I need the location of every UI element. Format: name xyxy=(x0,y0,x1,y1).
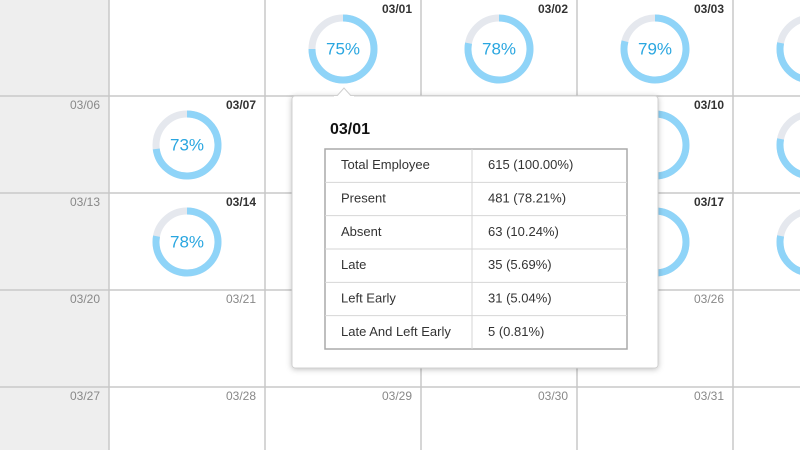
metric-name: Absent xyxy=(341,224,382,239)
donut-arc xyxy=(152,110,222,180)
date-label: 03/30 xyxy=(538,389,568,403)
donut-label: 75% xyxy=(326,39,360,58)
date-label: 03/27 xyxy=(70,389,100,403)
date-label: 03/31 xyxy=(694,389,724,403)
date-label: 03/03 xyxy=(694,2,724,16)
pointer-mask xyxy=(334,96,354,99)
metric-value: 35 (5.69%) xyxy=(488,257,552,272)
date-label: 03/20 xyxy=(70,292,100,306)
date-label: 03/17 xyxy=(694,195,724,209)
metric-value: 31 (5.04%) xyxy=(488,290,552,305)
tooltip-pointer xyxy=(334,87,354,98)
donut-label: 78% xyxy=(482,39,516,58)
metric-name: Late xyxy=(341,257,366,272)
metric-name: Present xyxy=(341,190,386,205)
tooltip-title: 03/01 xyxy=(330,121,370,138)
date-label: 03/14 xyxy=(226,195,256,209)
metric-name: Total Employee xyxy=(341,157,430,172)
metric-value: 481 (78.21%) xyxy=(488,190,566,205)
donut-arc xyxy=(776,207,800,277)
donut-arc xyxy=(620,14,690,84)
donut-arc xyxy=(464,14,534,84)
date-label: 03/21 xyxy=(226,292,256,306)
date-label: 03/10 xyxy=(694,98,724,112)
metric-value: 63 (10.24%) xyxy=(488,224,559,239)
date-label: 03/29 xyxy=(382,389,412,403)
date-label: 03/07 xyxy=(226,98,256,112)
metric-value: 5 (0.81%) xyxy=(488,324,544,339)
metric-name: Late And Left Early xyxy=(341,324,451,339)
date-label: 03/01 xyxy=(382,2,412,16)
donut-label: 73% xyxy=(170,135,204,154)
donut-label: 79% xyxy=(638,39,672,58)
donut-arc xyxy=(308,14,378,84)
metric-name: Left Early xyxy=(341,290,396,305)
donut-arc xyxy=(776,14,800,84)
donut-label: 78% xyxy=(170,232,204,251)
tooltip: 03/01 Total Employee 615 (100.00%) Present… xyxy=(291,87,659,369)
date-label: 03/28 xyxy=(226,389,256,403)
date-label: 03/02 xyxy=(538,2,568,16)
date-label: 03/06 xyxy=(70,98,100,112)
donut-arc xyxy=(776,110,800,180)
week-column xyxy=(0,0,109,450)
date-label: 03/13 xyxy=(70,195,100,209)
date-label: 03/26 xyxy=(694,292,724,306)
metric-value: 615 (100.00%) xyxy=(488,157,573,172)
donut-arc xyxy=(152,207,222,277)
